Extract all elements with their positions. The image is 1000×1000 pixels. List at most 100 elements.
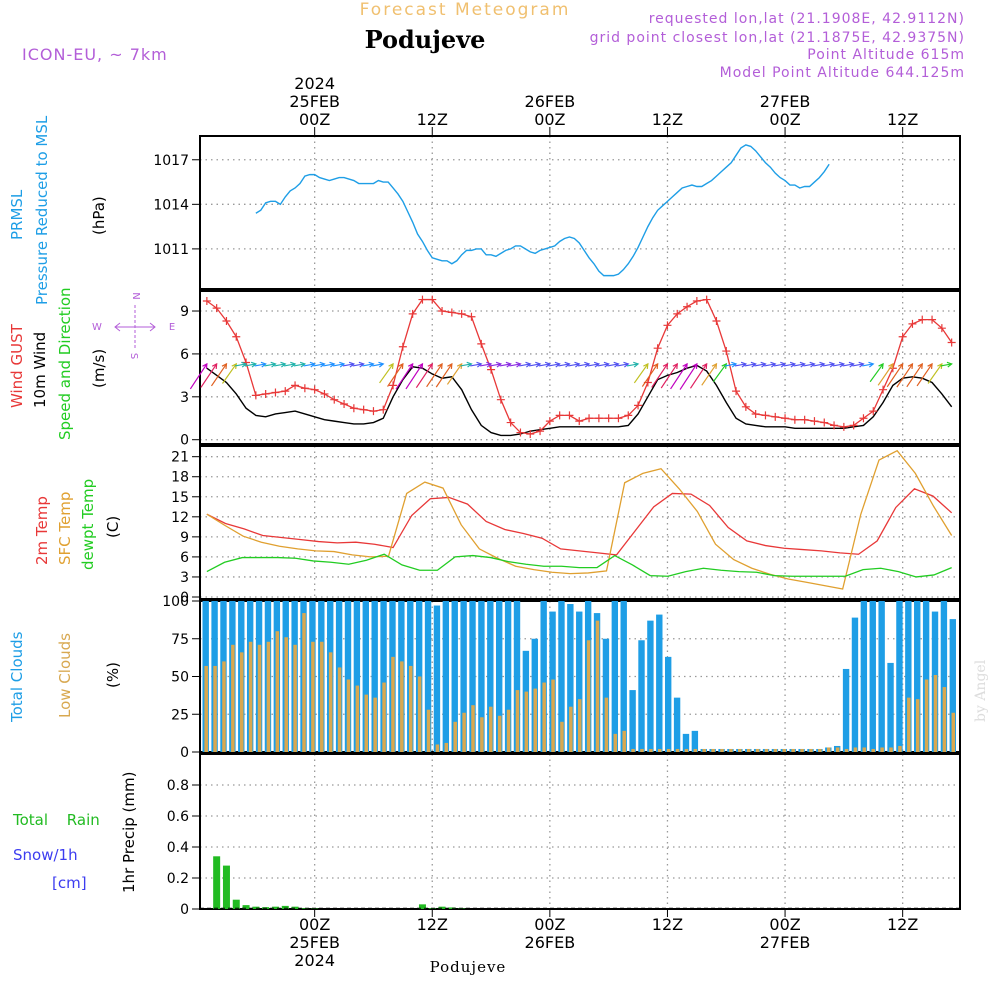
wind-arrow bbox=[189, 362, 208, 390]
low-cloud-bar bbox=[391, 656, 395, 752]
rain-bar bbox=[242, 905, 250, 909]
low-cloud-bar bbox=[586, 640, 591, 752]
wind-arrow bbox=[842, 361, 855, 368]
low-cloud-bar bbox=[471, 705, 475, 752]
wind-labels: Wind GUST 10m Wind Speed and Direction (… bbox=[8, 287, 108, 440]
wind-arrow bbox=[822, 361, 836, 368]
wind-series bbox=[189, 295, 956, 438]
low-cloud-bar bbox=[889, 747, 893, 752]
low-cloud-bar bbox=[515, 690, 520, 752]
ytick-label: 0 bbox=[180, 745, 189, 761]
wind-arrow bbox=[200, 362, 218, 388]
low-cloud-bar bbox=[560, 721, 564, 752]
rain-bar bbox=[252, 906, 260, 909]
ytick-label: 75 bbox=[171, 632, 189, 648]
precip-bars bbox=[200, 856, 960, 909]
ytick-label: 1011 bbox=[153, 242, 189, 258]
low-cloud-bar bbox=[675, 748, 680, 752]
model-label: ICON-EU, ~ 7km bbox=[22, 45, 168, 64]
gust-marker bbox=[859, 414, 868, 423]
wind-arrow bbox=[460, 361, 473, 368]
total-cloud-bar bbox=[673, 697, 681, 752]
gust-marker bbox=[898, 332, 907, 341]
low-cloud-bar bbox=[835, 747, 840, 752]
wind-arrow bbox=[372, 361, 385, 368]
total-cloud-bar bbox=[433, 605, 441, 752]
gust-marker bbox=[251, 391, 260, 400]
total-cloud-bar bbox=[576, 611, 583, 752]
total-cloud-bar bbox=[878, 601, 885, 752]
wind-arrow bbox=[283, 361, 297, 368]
temp-labels: 2m Temp SFC Temp dewpt Temp (C) bbox=[33, 479, 122, 570]
temperature-frame bbox=[199, 445, 961, 600]
low-cloud-bar bbox=[933, 674, 938, 752]
compass-icon: N S W E bbox=[92, 292, 175, 359]
wind-arrow bbox=[744, 361, 757, 368]
wind-arrow bbox=[660, 362, 678, 389]
gust-marker bbox=[928, 315, 937, 324]
wind-arrow bbox=[313, 361, 326, 368]
total-cloud-bar bbox=[380, 601, 387, 752]
low-cloud-bar bbox=[239, 652, 244, 752]
wind-arrow bbox=[773, 361, 787, 368]
wind-arrow bbox=[274, 361, 287, 368]
wind-panel: 0 3 6 9 bbox=[180, 290, 961, 449]
gust-marker bbox=[732, 387, 741, 396]
total-cloud-bar bbox=[611, 601, 619, 752]
svg-text:S: S bbox=[128, 353, 139, 359]
gust-marker bbox=[408, 309, 417, 318]
time-label-top: 00Z bbox=[769, 110, 800, 129]
gust-marker bbox=[212, 304, 221, 313]
low-cloud-bar bbox=[773, 748, 778, 752]
low-cloud-bar bbox=[764, 748, 769, 752]
low-cloud-bar bbox=[818, 748, 822, 752]
gust-marker bbox=[389, 381, 398, 390]
total-cloud-bar bbox=[344, 601, 352, 752]
low-cloud-bar bbox=[346, 679, 351, 752]
gust-marker bbox=[340, 399, 349, 408]
svg-text:N: N bbox=[130, 292, 141, 299]
ytick-label: 1014 bbox=[153, 197, 189, 213]
gust-marker bbox=[849, 421, 858, 430]
gust-marker bbox=[585, 414, 594, 423]
wind-arrow bbox=[626, 361, 640, 368]
time-label-top: 12Z bbox=[887, 110, 918, 129]
wind-arrow bbox=[597, 361, 610, 368]
rain-bar bbox=[448, 907, 456, 909]
ytick-label: 0.4 bbox=[167, 840, 189, 856]
total-cloud-bar bbox=[638, 640, 645, 752]
low-cloud-bar bbox=[809, 748, 813, 752]
wind-frame bbox=[199, 290, 961, 445]
svg-text:E: E bbox=[169, 322, 175, 333]
time-axis: 202425FEB00Z00Z25FEB202412Z12Z26FEB00Z00… bbox=[289, 74, 918, 970]
time-label-top: 00Z bbox=[299, 110, 330, 129]
ytick-label: 3 bbox=[180, 390, 189, 406]
ytick-label: 0.6 bbox=[167, 809, 189, 825]
point-altitude: Point Altitude 615m bbox=[807, 47, 965, 63]
total-cloud-bar bbox=[362, 601, 369, 752]
gust-marker bbox=[359, 405, 368, 414]
low-cloud-bar bbox=[595, 620, 600, 752]
precipitation-frame bbox=[199, 753, 961, 910]
wind-arrow bbox=[293, 361, 307, 368]
total-cloud-bar bbox=[682, 733, 690, 752]
wind-arrow bbox=[679, 362, 698, 390]
low-cloud-bar bbox=[942, 687, 947, 752]
time-label-top: 25FEB bbox=[289, 92, 340, 111]
low-cloud-bar bbox=[755, 748, 760, 752]
gust-marker bbox=[222, 317, 231, 326]
time-label-bottom: 00Z bbox=[769, 915, 800, 934]
snow-label: Snow/1h bbox=[13, 846, 78, 864]
plot-area: 1011101410170369036912151821025507510000… bbox=[153, 74, 961, 970]
wind-arrow bbox=[607, 361, 620, 368]
total-clouds-label: Total Clouds bbox=[8, 631, 26, 723]
low-cloud-bar bbox=[213, 665, 217, 752]
wind-arrow bbox=[254, 361, 267, 368]
low-cloud-bar bbox=[497, 715, 502, 752]
prmsl-desc: Pressure Reduced to MSL bbox=[33, 115, 51, 305]
wind-arrow bbox=[877, 362, 894, 386]
low-cloud-bar bbox=[489, 706, 493, 752]
low-cloud-bar bbox=[302, 613, 306, 752]
low-cloud-bar bbox=[533, 688, 538, 752]
ytick-label: 6 bbox=[180, 347, 189, 363]
